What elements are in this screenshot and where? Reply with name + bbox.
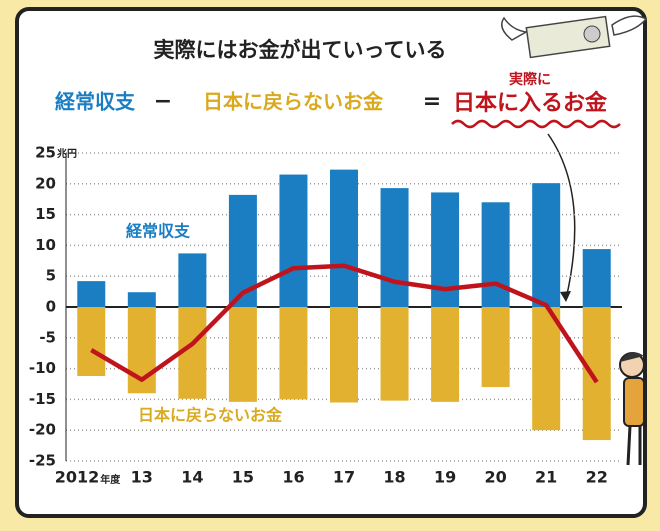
- bar: [582, 307, 611, 441]
- line: [90, 263, 599, 384]
- formula-term: 経常収支: [55, 90, 136, 114]
- bar: [330, 307, 358, 403]
- bar: [481, 307, 510, 388]
- x-tick-label: 14: [181, 468, 203, 487]
- y-tick-label: -25: [29, 452, 56, 470]
- bar: [532, 183, 561, 307]
- x-tick-label: 22: [586, 468, 608, 487]
- arrow-head: [560, 291, 571, 302]
- bar: [481, 202, 510, 307]
- x-tick-label: 13: [131, 468, 153, 487]
- x-unit: 年度: [100, 473, 121, 486]
- y-tick-label: -5: [39, 328, 56, 346]
- series-label: 経常収支: [126, 222, 191, 241]
- y-tick-label: -15: [29, 390, 56, 408]
- formula-term: 日本に入るお金: [453, 90, 608, 116]
- x-tick-label: 18: [383, 468, 405, 487]
- bar: [532, 307, 561, 431]
- annotation: 実際に: [509, 71, 551, 88]
- bar: [77, 307, 106, 376]
- bar: [279, 307, 308, 400]
- chart-title: 実際にはお金が出ていっている: [154, 38, 447, 62]
- money-illustration: [501, 15, 648, 59]
- x-tick-label: 19: [434, 468, 456, 487]
- bar: [178, 253, 207, 307]
- y-unit: 兆円: [57, 147, 77, 160]
- bar: [330, 169, 358, 307]
- x-tick-label: 16: [282, 468, 304, 487]
- bar: [380, 188, 409, 307]
- bar: [431, 307, 460, 402]
- formula-term: 日本に戻らないお金: [203, 90, 384, 114]
- bar: [279, 174, 308, 307]
- formula-operator: =: [423, 89, 441, 114]
- bar: [582, 249, 611, 307]
- y-tick-label: 0: [46, 298, 56, 316]
- x-tick-label: 15: [232, 468, 254, 487]
- bar: [127, 292, 156, 307]
- y-tick-label: 5: [46, 267, 56, 285]
- bar: [77, 281, 106, 307]
- x-tick-label: 20: [485, 468, 507, 487]
- bar: [380, 307, 409, 401]
- arrow: [547, 133, 576, 300]
- series-label: 日本に戻らないお金: [138, 406, 283, 425]
- y-tick-label: -10: [29, 359, 56, 377]
- y-tick-label: 15: [35, 205, 56, 223]
- y-tick-label: 20: [35, 174, 56, 192]
- x-tick-label: 2012: [55, 468, 100, 487]
- y-tick-label: 25: [35, 144, 56, 162]
- person-illustration: [619, 352, 645, 466]
- y-tick-label: -20: [29, 421, 56, 439]
- wavy-underline: [451, 119, 621, 129]
- x-tick-label: 17: [333, 468, 355, 487]
- x-tick-label: 21: [535, 468, 557, 487]
- formula-operator: −: [154, 89, 172, 114]
- bar: [228, 307, 257, 402]
- y-tick-label: 10: [35, 236, 56, 254]
